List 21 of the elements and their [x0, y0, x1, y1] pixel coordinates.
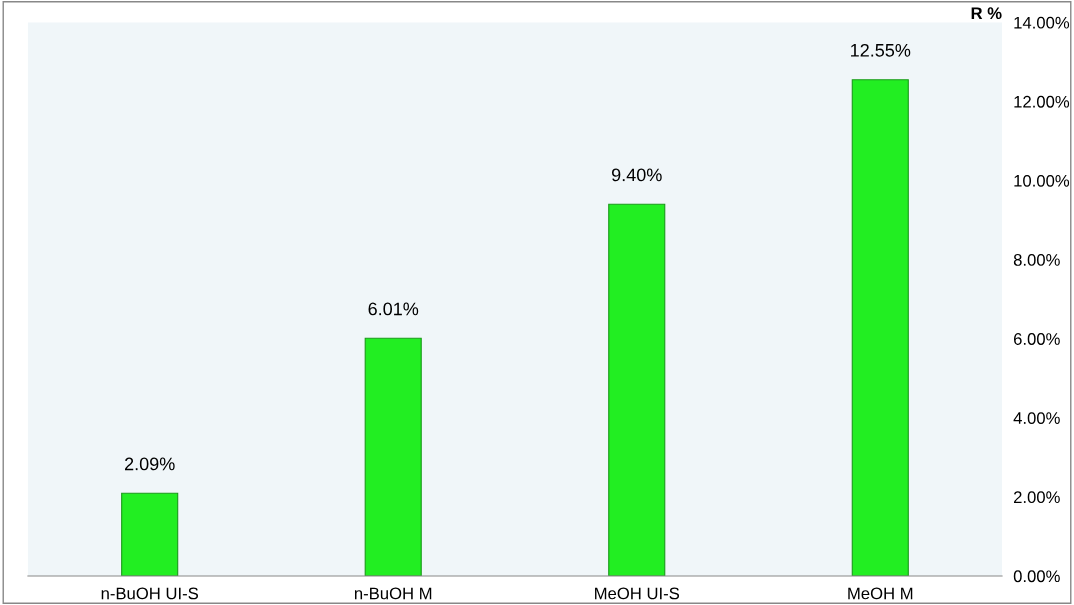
data-label: 2.09% — [125, 457, 175, 471]
y-tick-label: 10.00% — [1014, 174, 1070, 187]
bar — [364, 337, 422, 576]
y-tick-label: 0.00% — [1013, 570, 1060, 583]
x-tick-label: MeOH UI-S — [595, 587, 680, 600]
y-axis-title: R % — [971, 7, 1002, 20]
x-tick-label: n-BuOH UI-S — [101, 587, 199, 600]
bar — [608, 203, 666, 576]
x-tick-label: n-BuOH M — [354, 587, 432, 600]
y-tick-label: 14.00% — [1014, 16, 1070, 29]
data-label: 9.40% — [612, 168, 662, 182]
data-label: 12.55% — [851, 43, 911, 57]
data-label: 6.01% — [368, 302, 419, 316]
y-tick-label: 12.00% — [1014, 95, 1070, 108]
bar — [121, 492, 179, 576]
bar — [851, 79, 909, 576]
y-tick-label: 2.00% — [1013, 491, 1060, 504]
x-tick-label: MeOH M — [848, 587, 913, 600]
y-tick-label: 6.00% — [1014, 333, 1060, 345]
y-tick-label: 8.00% — [1013, 254, 1060, 266]
y-tick-label: 4.00% — [1013, 412, 1060, 424]
